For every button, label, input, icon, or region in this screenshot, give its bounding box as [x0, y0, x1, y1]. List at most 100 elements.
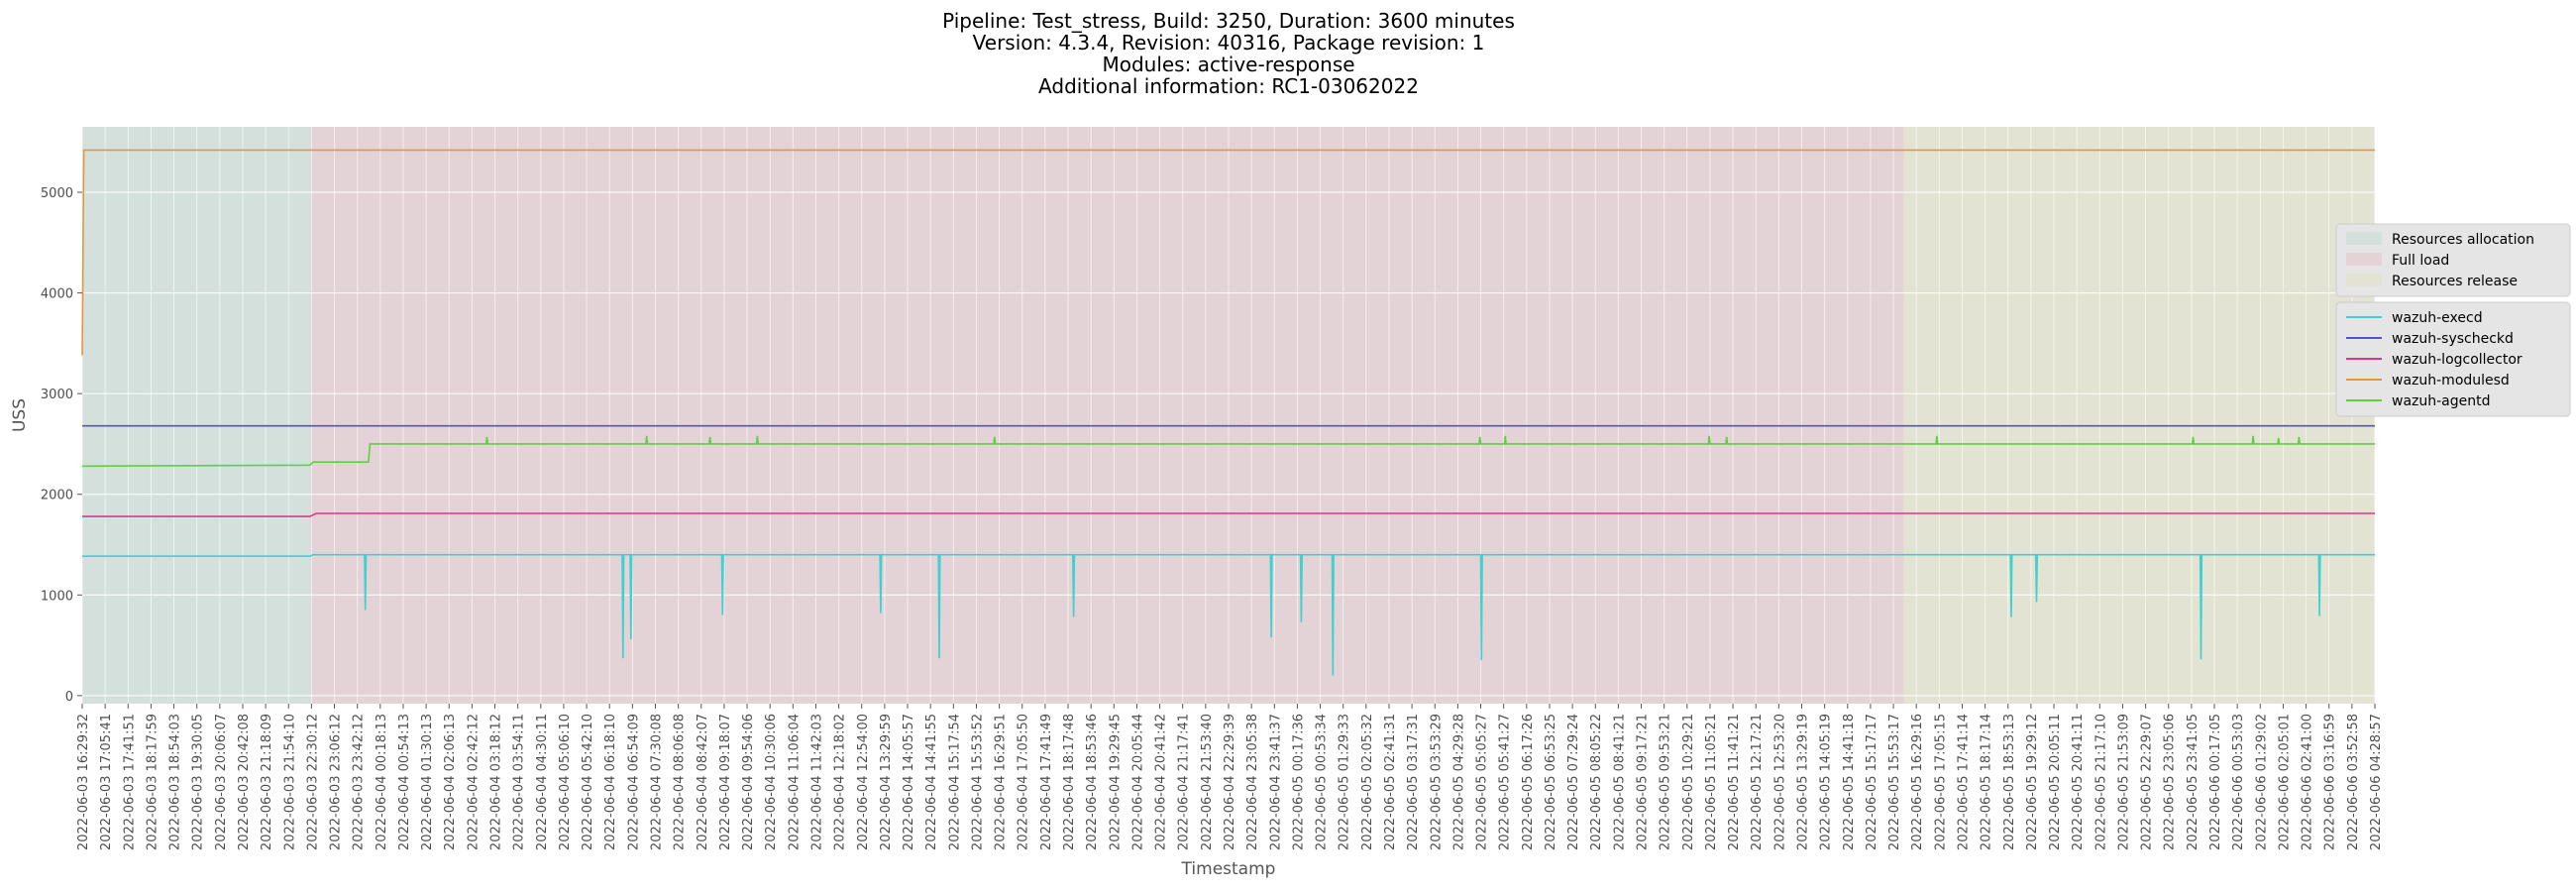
x-tick-label: 2022-06-04 10:30:06: [764, 714, 779, 850]
x-tick-label: 2022-06-04 18:17:48: [1062, 714, 1077, 850]
x-tick-label: 2022-06-04 23:05:38: [1245, 714, 1260, 850]
y-tick-label: 3000: [41, 388, 73, 402]
y-axis-ticks: 0 1000 2000 3000 4000 5000: [41, 186, 82, 705]
x-tick-label: 2022-06-05 03:53:29: [1429, 714, 1444, 850]
series-line-wazuh-modulesd: [81, 149, 2375, 356]
x-tick-label: 2022-06-04 06:18:10: [603, 714, 618, 850]
x-tick-label: 2022-06-06 03:52:58: [2346, 714, 2361, 850]
x-tick-label: 2022-06-04 20:41:42: [1154, 714, 1169, 850]
legend-swatch: [2346, 232, 2382, 245]
x-tick-label: 2022-06-03 18:54:03: [168, 714, 183, 850]
x-tick-label: 2022-06-04 22:29:39: [1223, 714, 1237, 850]
x-tick-label: 2022-06-06 00:17:05: [2208, 714, 2223, 850]
phase-band: [309, 127, 1904, 704]
x-tick-label: 2022-06-03 23:06:12: [329, 714, 344, 850]
x-tick-label: 2022-06-05 07:29:24: [1566, 714, 1581, 850]
x-tick-label: 2022-06-04 03:54:11: [512, 714, 527, 850]
legend-phases: Resources allocation Full load Resources r…: [2335, 223, 2571, 297]
x-tick-label: 2022-06-04 17:41:49: [1039, 714, 1054, 850]
x-tick-label: 2022-06-04 01:30:13: [420, 714, 435, 850]
x-tick-label: 2022-06-04 09:54:06: [741, 714, 756, 850]
x-tick-label: 2022-06-05 10:29:21: [1681, 714, 1696, 850]
x-tick-label: 2022-06-05 16:29:16: [1910, 714, 1925, 850]
legend-label: wazuh-agentd: [2392, 393, 2491, 409]
x-tick-label: 2022-06-06 02:41:00: [2301, 714, 2315, 850]
x-tick-label: 2022-06-05 01:29:33: [1338, 714, 1352, 850]
x-tick-label: 2022-06-04 08:06:08: [673, 714, 688, 850]
x-tick-label: 2022-06-04 00:54:13: [397, 714, 412, 850]
x-tick-label: 2022-06-03 20:06:07: [214, 714, 229, 850]
x-tick-label: 2022-06-04 16:29:51: [994, 714, 1009, 850]
x-tick-label: 2022-06-04 14:41:55: [924, 714, 939, 850]
x-tick-label: 2022-06-04 14:05:57: [902, 714, 916, 850]
x-tick-label: 2022-06-04 21:17:41: [1177, 714, 1192, 850]
x-tick-label: 2022-06-03 17:05:41: [99, 714, 114, 850]
x-tick-label: 2022-06-04 09:18:07: [718, 714, 733, 850]
phase-band: [82, 127, 310, 704]
x-tick-label: 2022-06-06 01:29:02: [2254, 714, 2269, 850]
x-tick-label: 2022-06-04 00:18:13: [375, 714, 389, 850]
x-tick-label: 2022-06-05 23:05:06: [2163, 714, 2178, 850]
x-tick-label: 2022-06-05 14:05:19: [1819, 714, 1834, 850]
x-tick-label: 2022-06-05 08:41:21: [1612, 714, 1627, 850]
x-tick-label: 2022-06-04 03:18:12: [489, 714, 504, 850]
phase-bands: [82, 127, 2375, 704]
x-tick-label: 2022-06-05 20:41:11: [2071, 714, 2086, 850]
legend-label: Resources release: [2392, 274, 2518, 289]
x-tick-label: 2022-06-05 09:53:21: [1659, 714, 1673, 850]
x-tick-label: 2022-06-06 02:05:01: [2277, 714, 2292, 850]
x-tick-label: 2022-06-05 15:17:17: [1865, 714, 1879, 850]
x-tick-label: 2022-06-04 02:06:13: [443, 714, 458, 850]
title-line-3: Modules: active-response: [1102, 53, 1355, 76]
x-tick-label: 2022-06-04 18:53:46: [1085, 714, 1100, 850]
x-tick-label: 2022-06-04 23:41:37: [1268, 714, 1283, 850]
x-tick-label: 2022-06-05 17:41:14: [1957, 714, 1972, 850]
phase-band: [1903, 127, 2375, 704]
x-tick-label: 2022-06-04 02:42:12: [466, 714, 481, 850]
x-tick-label: 2022-06-03 21:54:10: [282, 714, 297, 850]
x-tick-label: 2022-06-03 23:42:12: [352, 714, 367, 850]
y-axis-label: USS: [10, 398, 30, 432]
legend-label: wazuh-syscheckd: [2392, 331, 2514, 347]
series-line-wazuh-execd: [82, 553, 2375, 676]
x-tick-label: 2022-06-05 02:05:32: [1360, 714, 1375, 850]
grid-lines: [81, 127, 2376, 704]
x-tick-label: 2022-06-04 04:30:11: [535, 714, 550, 850]
x-tick-label: 2022-06-04 19:29:45: [1108, 714, 1123, 850]
x-tick-label: 2022-06-03 21:18:09: [260, 714, 274, 850]
legend-swatch: [2346, 274, 2382, 286]
x-tick-label: 2022-06-05 21:53:09: [2117, 714, 2132, 850]
x-tick-label: 2022-06-05 20:05:11: [2048, 714, 2063, 850]
x-tick-label: 2022-06-05 02:41:31: [1383, 714, 1398, 850]
x-tick-label: 2022-06-05 04:29:28: [1451, 714, 1466, 850]
series-line-wazuh-logcollector: [82, 512, 2375, 517]
legend-label: wazuh-execd: [2392, 310, 2483, 326]
legend-label: wazuh-modulesd: [2392, 373, 2510, 389]
x-tick-label: 2022-06-06 03:16:59: [2323, 714, 2338, 850]
x-axis-ticks: 2022-06-03 16:29:32 2022-06-03 17:05:41 20…: [76, 704, 2384, 850]
x-tick-label: 2022-06-04 15:53:52: [971, 714, 986, 850]
x-tick-label: 2022-06-04 12:18:02: [833, 714, 848, 850]
x-tick-label: 2022-06-04 17:05:50: [1017, 714, 1031, 850]
x-tick-label: 2022-06-06 04:28:57: [2369, 714, 2384, 850]
x-tick-label: 2022-06-04 12:54:00: [856, 714, 871, 850]
x-tick-label: 2022-06-04 05:42:10: [581, 714, 595, 850]
x-tick-label: 2022-06-03 18:17:59: [145, 714, 160, 850]
x-tick-label: 2022-06-05 23:41:05: [2186, 714, 2200, 850]
y-tick-label: 4000: [41, 287, 73, 302]
legend-label: Full load: [2392, 253, 2449, 269]
x-tick-label: 2022-06-05 22:29:07: [2140, 714, 2155, 850]
x-tick-label: 2022-06-03 22:30:12: [305, 714, 320, 850]
x-tick-label: 2022-06-05 15:53:17: [1887, 714, 1902, 850]
x-tick-label: 2022-06-04 20:05:44: [1130, 714, 1145, 850]
x-tick-label: 2022-06-05 08:05:22: [1589, 714, 1604, 850]
x-tick-label: 2022-06-05 05:41:27: [1498, 714, 1513, 850]
x-tick-label: 2022-06-05 17:05:15: [1933, 714, 1948, 850]
x-tick-label: 2022-06-04 21:53:40: [1200, 714, 1215, 850]
x-tick-label: 2022-06-05 03:17:31: [1406, 714, 1421, 850]
x-tick-label: 2022-06-05 09:17:21: [1636, 714, 1651, 850]
x-tick-label: 2022-06-05 00:53:34: [1315, 714, 1330, 850]
x-tick-label: 2022-06-05 12:17:21: [1750, 714, 1765, 850]
x-tick-label: 2022-06-04 06:54:09: [626, 714, 641, 850]
